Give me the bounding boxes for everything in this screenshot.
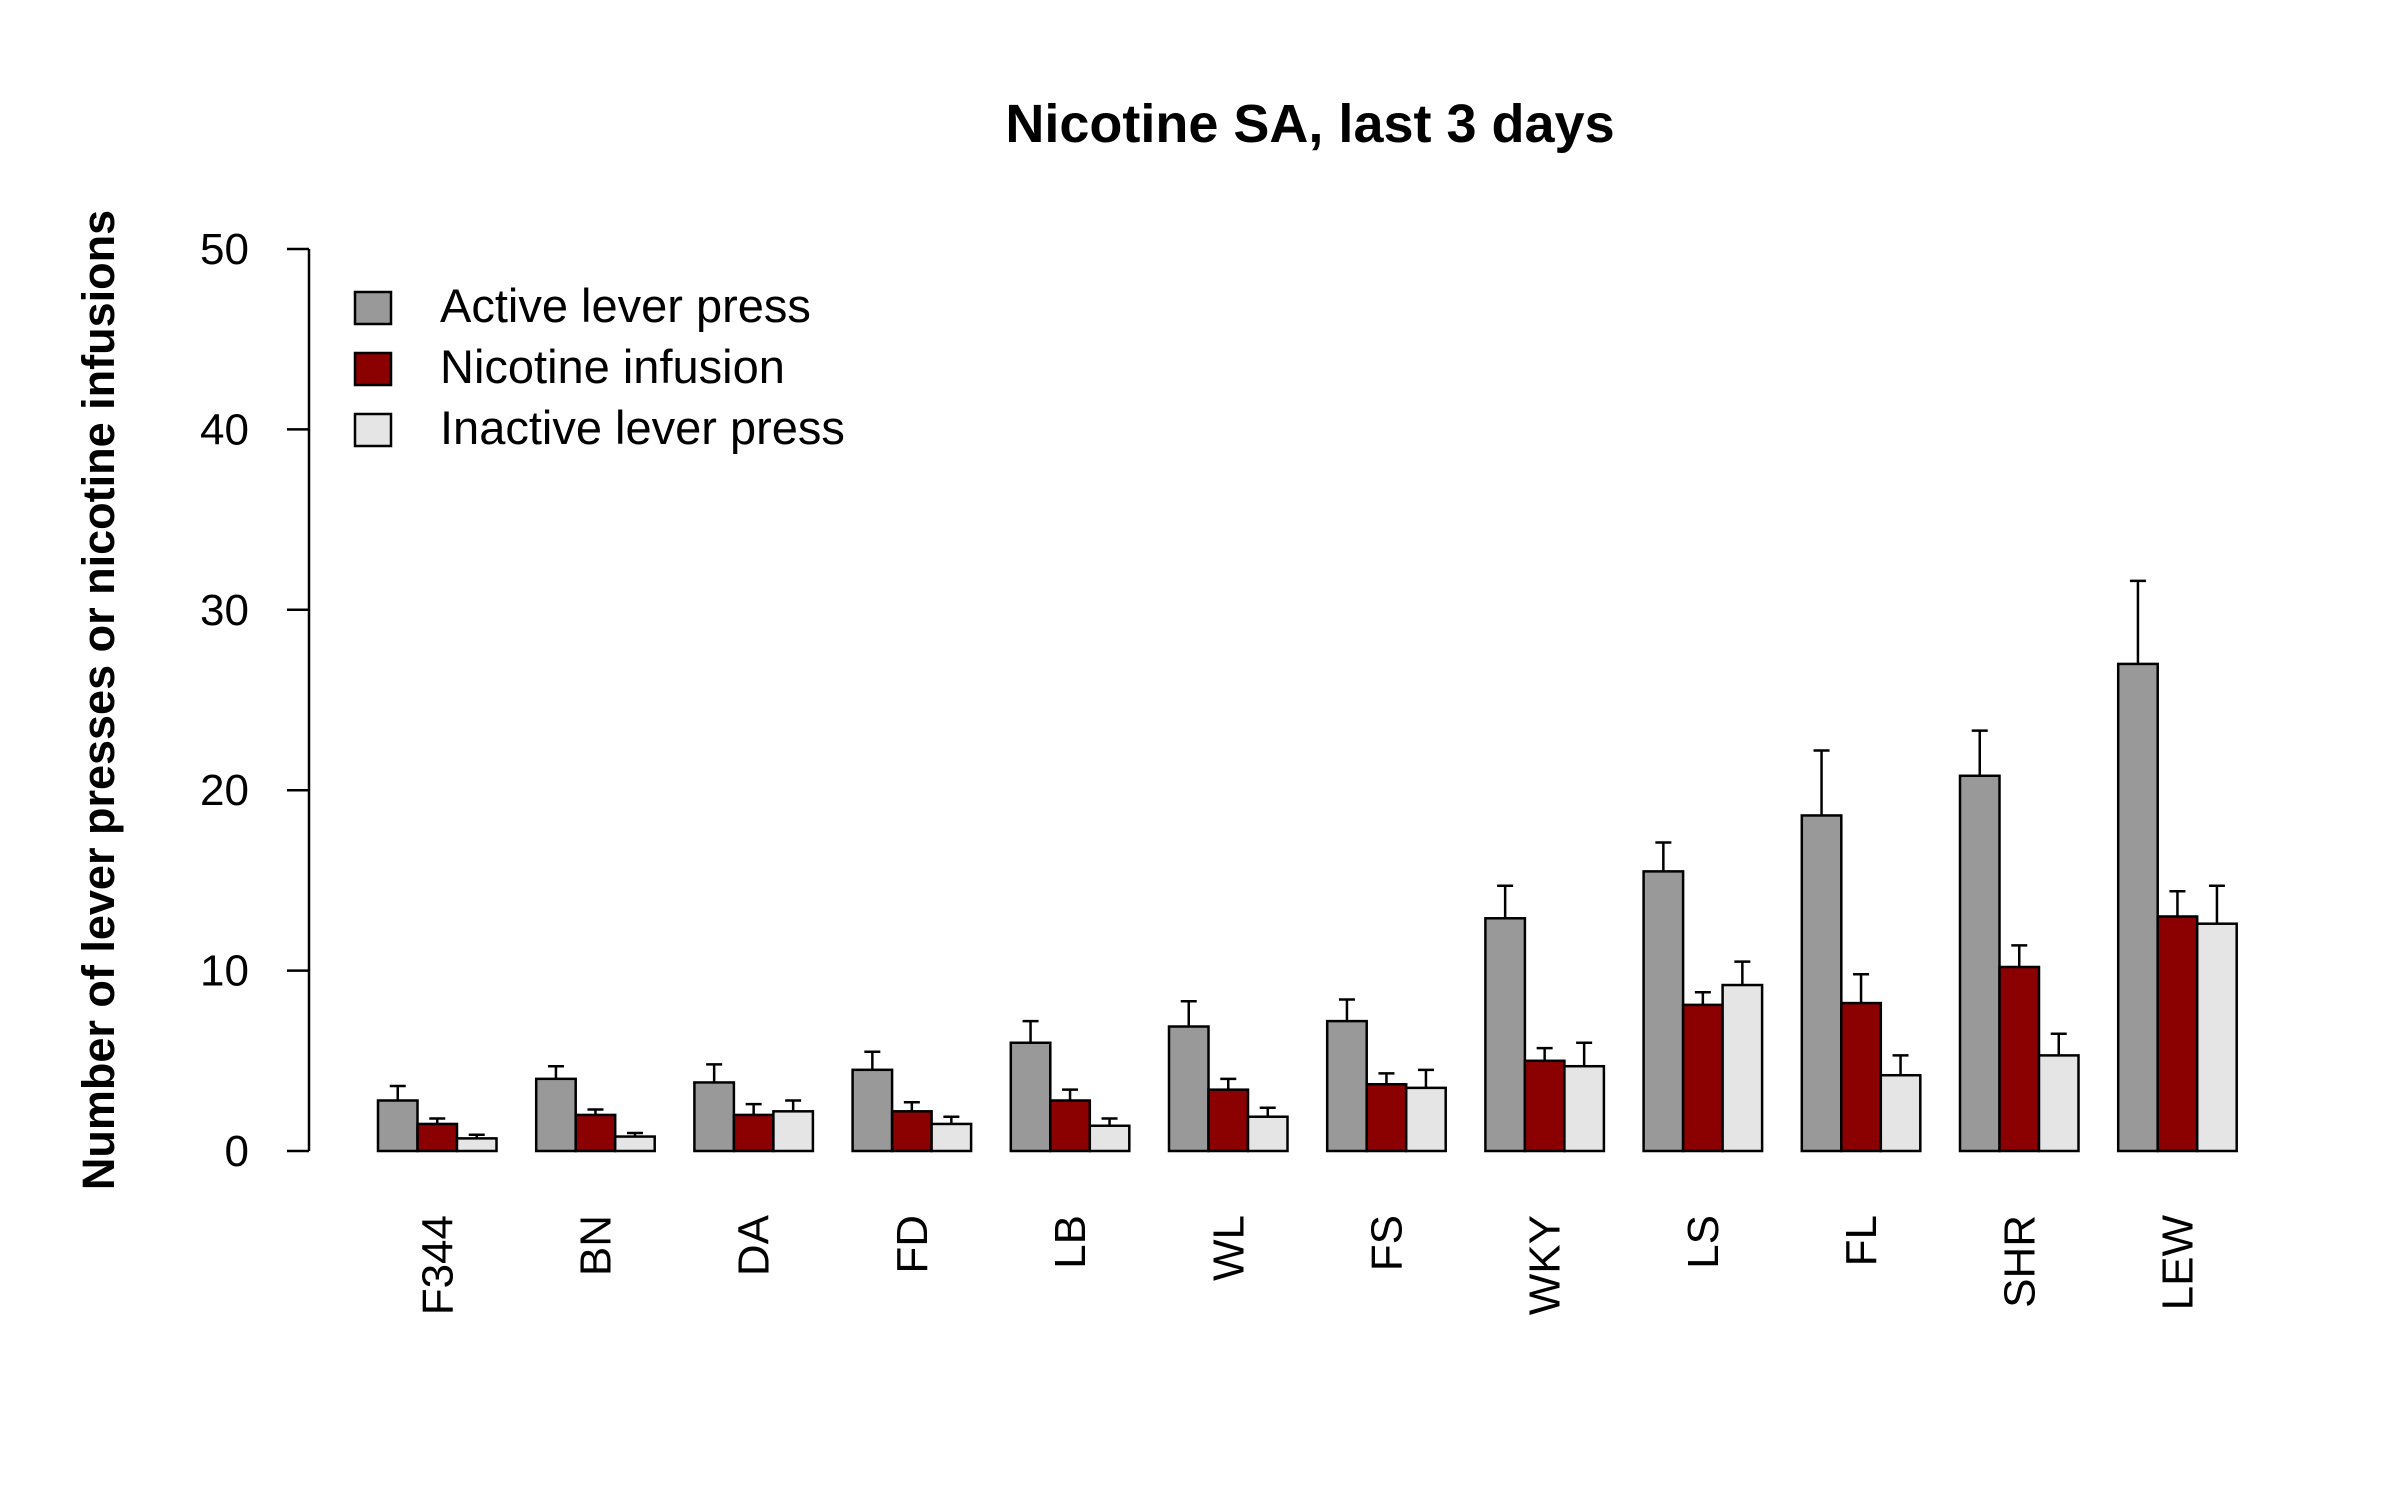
y-tick-label: 20	[200, 766, 249, 815]
bar-fl-active-lever-press	[1800, 814, 1843, 1153]
chart-title: Nicotine SA, last 3 days	[1005, 94, 1614, 154]
bar-lew-inactive-lever-press	[2195, 922, 2238, 1153]
bar-f344-nicotine-infusion	[416, 1122, 459, 1153]
legend-label: Inactive lever press	[440, 401, 845, 454]
y-tick-label: 50	[200, 225, 249, 274]
bar-ls-inactive-lever-press	[1721, 983, 1764, 1153]
bar-da-inactive-lever-press	[772, 1110, 815, 1153]
legend-swatch	[353, 412, 393, 448]
bar-f344-active-lever-press	[376, 1099, 419, 1153]
x-tick-label: LEW	[2153, 1215, 2202, 1311]
x-tick-label: WL	[1204, 1215, 1253, 1281]
legend-swatch	[353, 351, 393, 387]
x-tick-label: FL	[1837, 1215, 1886, 1266]
x-tick-label: FS	[1362, 1215, 1411, 1271]
bar-fd-inactive-lever-press	[930, 1122, 973, 1153]
x-tick-label: BN	[571, 1215, 620, 1276]
bar-fs-active-lever-press	[1325, 1019, 1368, 1153]
bar-f344-inactive-lever-press	[455, 1137, 498, 1153]
bar-da-nicotine-infusion	[732, 1113, 775, 1153]
bar-wky-active-lever-press	[1484, 917, 1527, 1153]
bar-lb-inactive-lever-press	[1088, 1124, 1131, 1153]
bar-bn-active-lever-press	[534, 1077, 577, 1153]
bar-fs-inactive-lever-press	[1404, 1086, 1447, 1153]
bar-da-active-lever-press	[693, 1081, 736, 1153]
x-tick-label: F344	[413, 1215, 462, 1315]
bar-lb-active-lever-press	[1009, 1041, 1052, 1153]
bar-wl-nicotine-infusion	[1207, 1088, 1250, 1153]
legend-label: Nicotine infusion	[440, 340, 785, 393]
bar-ls-nicotine-infusion	[1681, 1003, 1724, 1153]
bar-wky-nicotine-infusion	[1523, 1059, 1566, 1153]
x-tick-label: SHR	[1995, 1215, 2044, 1308]
bar-bn-inactive-lever-press	[613, 1135, 656, 1153]
bar-fl-inactive-lever-press	[1879, 1073, 1922, 1153]
x-tick-label: LB	[1046, 1215, 1095, 1269]
bar-wky-inactive-lever-press	[1563, 1064, 1606, 1153]
bar-shr-active-lever-press	[1958, 774, 2001, 1153]
x-tick-label: WKY	[1521, 1215, 1570, 1315]
bar-shr-inactive-lever-press	[2037, 1054, 2080, 1153]
x-tick-label: LS	[1679, 1215, 1728, 1269]
y-tick-label: 10	[200, 947, 249, 996]
x-tick-label: FD	[888, 1215, 937, 1274]
bar-lb-nicotine-infusion	[1049, 1099, 1092, 1153]
bar-ls-active-lever-press	[1642, 870, 1685, 1153]
bar-fs-nicotine-infusion	[1365, 1083, 1408, 1153]
legend-swatch	[353, 290, 393, 326]
bar-wl-inactive-lever-press	[1246, 1115, 1289, 1153]
bar-bn-nicotine-infusion	[574, 1113, 617, 1153]
bar-wl-active-lever-press	[1167, 1025, 1210, 1153]
plot-area: 0 10 20 30 40 50 F344 BN DA FD LB WL FS WKY LS FL SHR LEW	[200, 225, 2238, 1315]
bar-fd-active-lever-press	[851, 1068, 894, 1153]
legend-label: Active lever press	[440, 279, 811, 332]
bar-lew-active-lever-press	[2116, 662, 2159, 1153]
y-tick-label: 0	[225, 1127, 249, 1176]
bar-fl-nicotine-infusion	[1840, 1001, 1883, 1153]
bar-fd-nicotine-infusion	[890, 1110, 933, 1153]
legend: Active lever press Nicotine infusion Inact…	[353, 279, 845, 454]
y-tick-label: 40	[200, 405, 249, 454]
x-tick-label: DA	[730, 1214, 779, 1276]
bar-lew-nicotine-infusion	[2156, 915, 2199, 1153]
y-axis-title: Number of lever presses or nicotine infu…	[73, 210, 124, 1190]
y-tick-label: 30	[200, 586, 249, 635]
bar-shr-nicotine-infusion	[1998, 965, 2041, 1153]
